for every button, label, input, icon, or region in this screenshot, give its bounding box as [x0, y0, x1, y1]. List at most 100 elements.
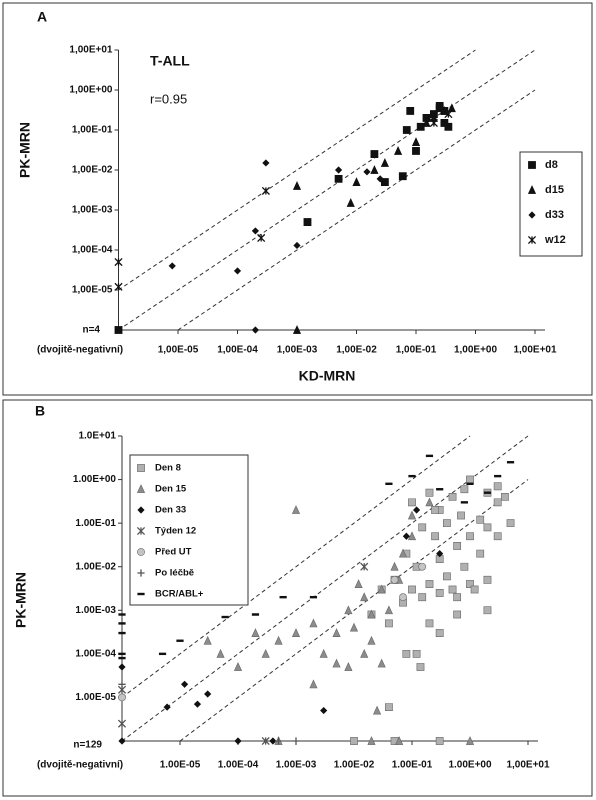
marker [251, 227, 260, 235]
marker [233, 662, 243, 671]
legend-marker [137, 569, 145, 577]
marker [257, 233, 266, 243]
marker [363, 168, 371, 176]
marker [293, 241, 301, 250]
marker [114, 325, 123, 335]
marker [118, 631, 126, 635]
marker [408, 585, 416, 594]
marker [443, 572, 451, 581]
marker [483, 491, 492, 494]
marker [448, 493, 457, 501]
y-tick-label: 1,00E+00 [69, 85, 113, 96]
y-tick-label: 1,00E-02 [72, 165, 113, 176]
x-tick-label: 1,00E-03 [277, 345, 318, 356]
marker [360, 592, 369, 602]
marker [114, 257, 123, 267]
marker [261, 186, 270, 195]
marker [416, 122, 425, 131]
marker [261, 648, 270, 658]
legend-marker [527, 235, 537, 245]
marker [431, 506, 439, 514]
marker [319, 648, 328, 658]
marker [377, 658, 386, 668]
x-tick-label: 1.00E-02 [334, 760, 375, 771]
marker [476, 549, 485, 558]
y-tick-label: 1,00E+01 [69, 45, 113, 56]
marker [402, 649, 411, 658]
x-tick-label: 1,00E+00 [454, 345, 498, 356]
marker [309, 595, 318, 599]
marker [118, 680, 126, 688]
marker [425, 580, 434, 588]
marker [349, 622, 359, 632]
marker [221, 615, 229, 619]
marker [460, 501, 468, 504]
legend-marker [527, 185, 537, 194]
x-tick-label: 1,00E-05 [158, 345, 199, 356]
double-negative-note: (dvojitě-negativní) [37, 345, 123, 356]
panel-label: A [37, 9, 47, 25]
y-tick-label: 1,00E-01 [72, 125, 113, 136]
marker [350, 737, 358, 745]
legend-marker [528, 211, 536, 219]
marker [370, 165, 379, 174]
reference-line [121, 435, 529, 742]
x-tick-label: 1.00E+00 [448, 760, 492, 771]
marker [390, 561, 399, 571]
legend-box [129, 454, 249, 606]
legend-label: w12 [544, 234, 566, 246]
legend-label: Den 15 [155, 484, 187, 495]
y-tick-label: 1.00E-02 [75, 561, 116, 572]
marker [367, 635, 376, 645]
x-tick-label: 1.00E-03 [276, 760, 317, 771]
marker [444, 122, 453, 131]
marker [435, 589, 444, 597]
marker [444, 110, 453, 119]
marker [118, 622, 126, 625]
marker [292, 325, 302, 334]
marker [418, 562, 427, 571]
marker [118, 737, 126, 745]
legend-label: Před UT [155, 547, 192, 558]
legend-label: Den 33 [155, 505, 186, 516]
y-tick-label: 1.00E-03 [75, 605, 116, 616]
marker [465, 736, 475, 745]
y-tick-label: 1,00E-05 [72, 285, 113, 296]
marker [309, 618, 318, 628]
marker [320, 706, 328, 715]
marker [332, 658, 341, 668]
legend-marker [136, 484, 146, 493]
marker [180, 680, 189, 688]
marker [443, 519, 451, 528]
marker [407, 510, 417, 520]
marker [453, 542, 462, 550]
marker [493, 532, 502, 541]
marker [385, 482, 393, 485]
x-tick-label: 1.00E-04 [218, 760, 259, 771]
marker [204, 690, 212, 698]
marker [269, 737, 277, 745]
marker [448, 585, 457, 594]
marker [399, 593, 407, 602]
legend-label: d8 [545, 159, 558, 171]
marker [506, 461, 515, 464]
marker [384, 605, 393, 615]
marker [453, 610, 462, 619]
marker [435, 629, 444, 637]
marker [292, 181, 302, 190]
y-tick-label: 1,00E-04 [72, 245, 113, 256]
marker [346, 198, 355, 207]
marker [274, 737, 283, 745]
legend-label: Po léčbě [155, 568, 194, 579]
marker [291, 628, 301, 637]
marker [117, 719, 127, 728]
double-negative-label: n=129 [73, 740, 102, 751]
marker [402, 126, 411, 134]
x-tick-label: 1.00E-05 [160, 760, 201, 771]
marker [385, 619, 393, 628]
marker [466, 475, 474, 484]
marker [418, 523, 427, 532]
marker [506, 519, 515, 528]
marker [118, 656, 126, 660]
marker [176, 639, 184, 642]
